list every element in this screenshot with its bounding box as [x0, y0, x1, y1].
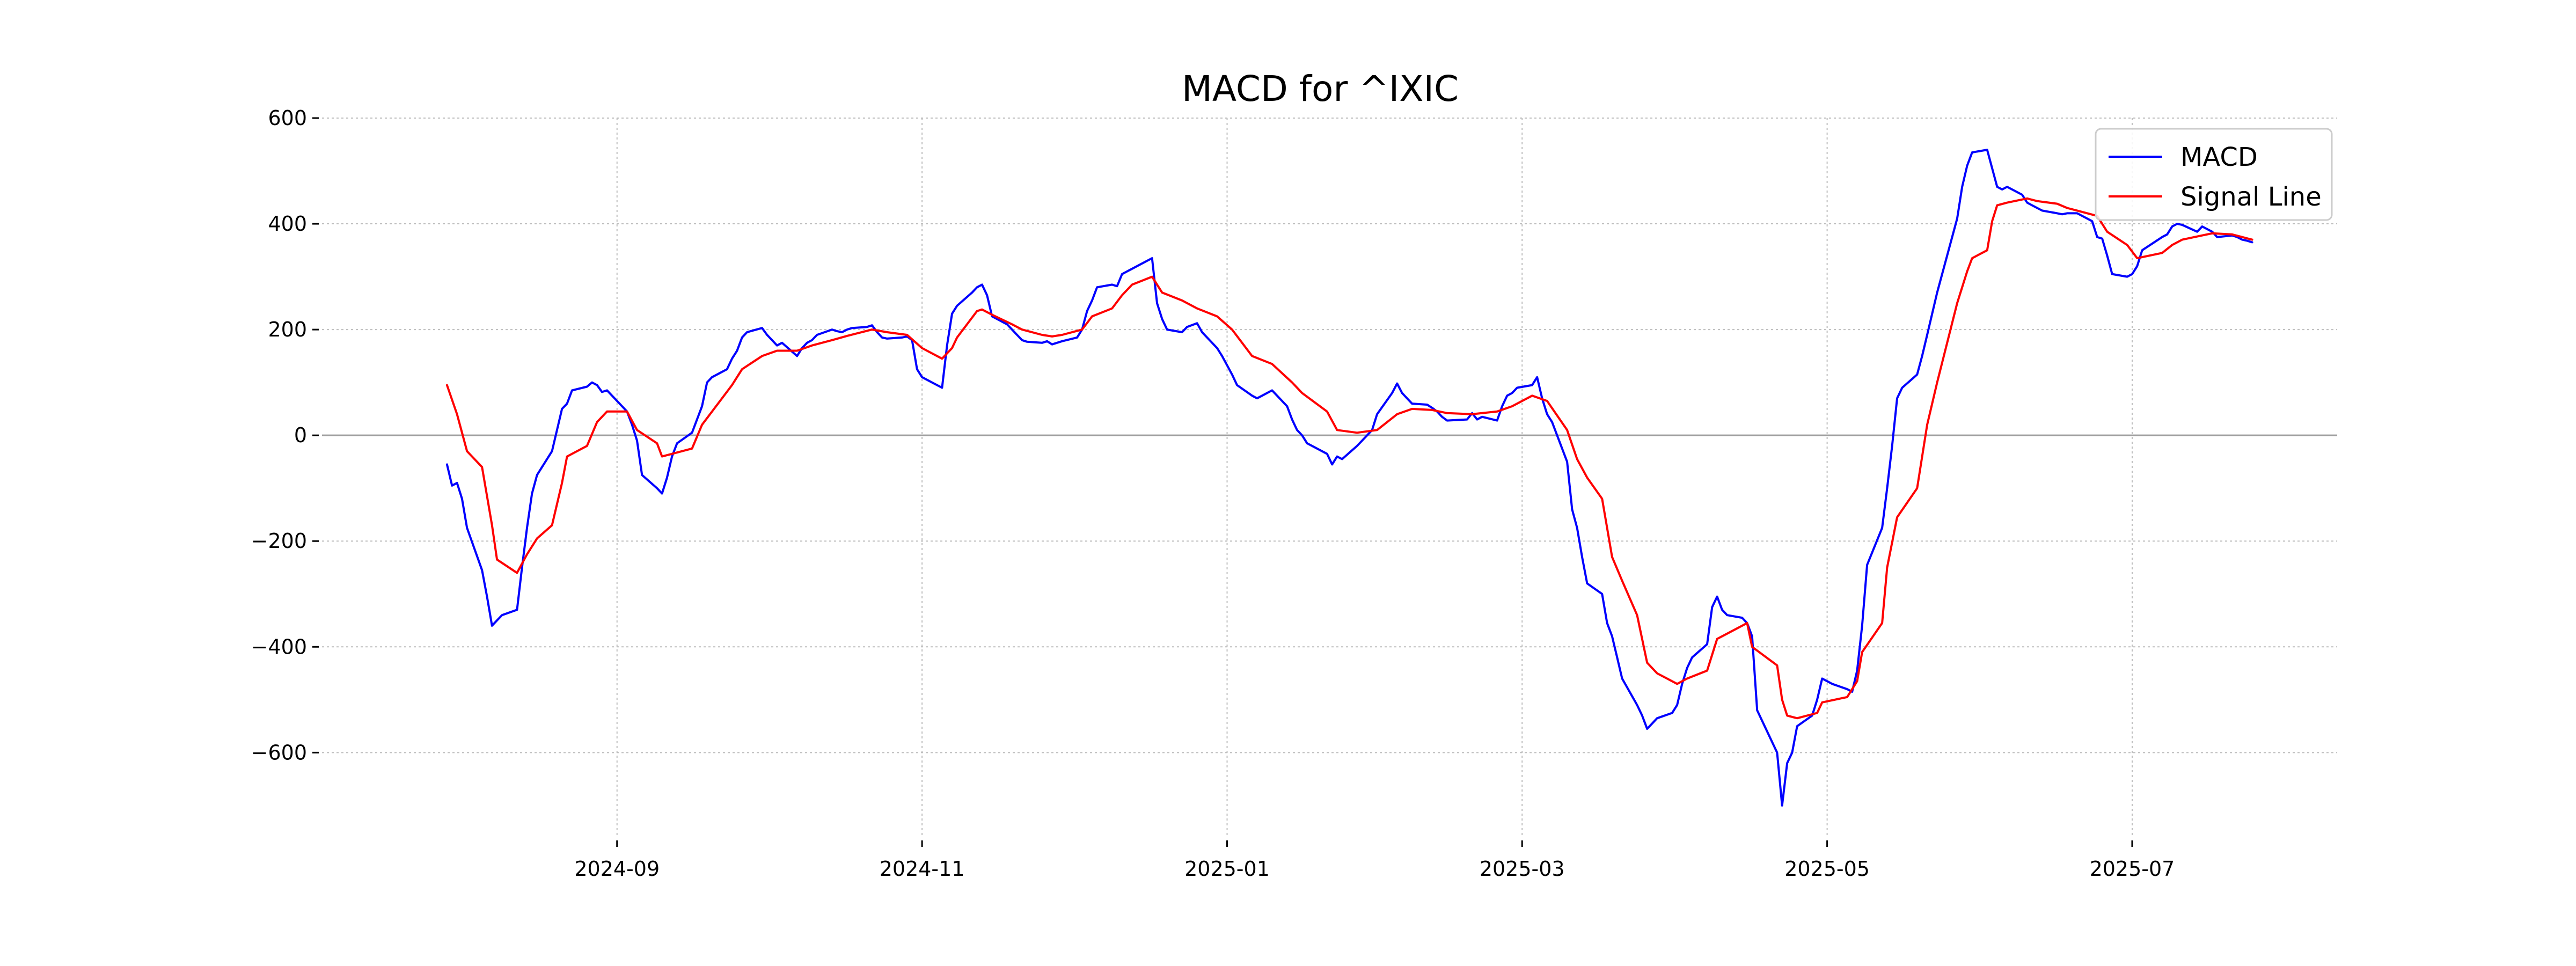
x-tick-label: 2025-05	[1784, 857, 1870, 881]
grid-lines	[322, 118, 2337, 837]
y-tick-label: 400	[268, 212, 307, 236]
series-lines	[445, 149, 2253, 807]
x-tick-label: 2025-03	[1480, 857, 1565, 881]
y-tick-label: −200	[251, 529, 307, 553]
y-tick-label: 200	[268, 318, 307, 341]
y-tick-label: −400	[251, 635, 307, 658]
legend-label: MACD	[2180, 142, 2258, 172]
x-tick-label: 2024-11	[880, 857, 965, 881]
legend: MACD Signal Line	[2095, 128, 2333, 221]
x-tick-label: 2025-07	[2090, 857, 2175, 881]
series-line-macd	[445, 149, 2253, 807]
x-tick-label: 2024-09	[574, 857, 660, 881]
y-tick-label: 600	[268, 106, 307, 130]
series-line-signal-line	[445, 197, 2253, 720]
y-tick-label: 0	[294, 423, 307, 447]
legend-label: Signal Line	[2180, 182, 2322, 212]
chart-title: MACD for ^IXIC	[1182, 68, 1459, 109]
y-tick-label: −600	[251, 741, 307, 764]
x-tick-label: 2025-01	[1184, 857, 1270, 881]
axes: 600 400 200 0 −200 −400 −600 2024-09 2024-11 2025…	[251, 106, 2175, 881]
